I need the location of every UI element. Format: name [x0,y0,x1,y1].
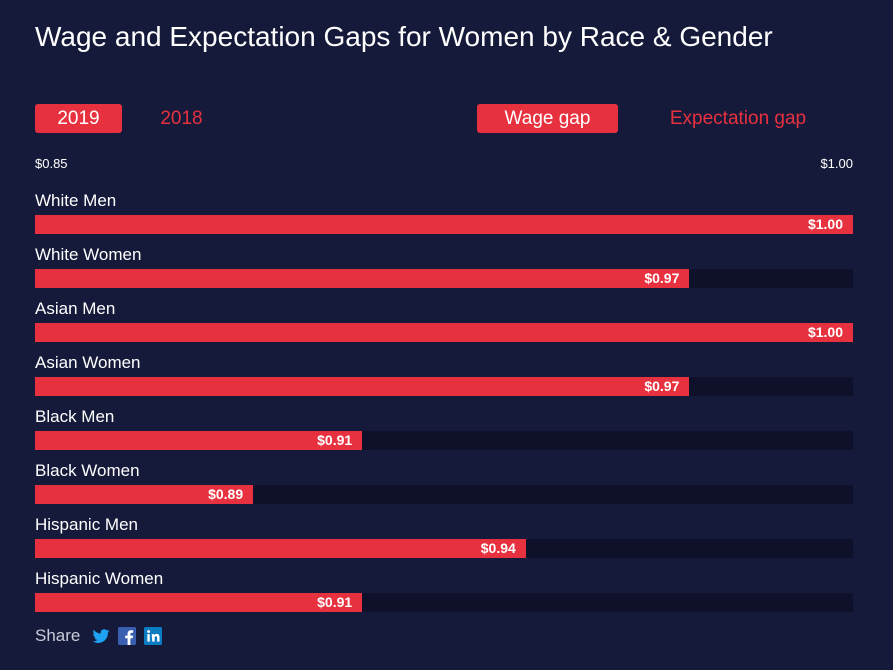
bar-value-label-hispanic-men: $0.94 [480,540,516,556]
bar-black-women: $0.89 [35,485,254,504]
bar-track-white-men: $1.00 [35,215,853,234]
bar-hispanic-women: $0.91 [35,593,363,612]
bar-asian-women: $0.97 [35,377,690,396]
bar-value-label-asian-women: $0.97 [644,378,680,394]
category-label-black-women: Black Women [35,461,140,480]
bar-value-label-black-men: $0.91 [317,432,353,448]
bar-white-women: $0.97 [35,269,690,288]
bar-track-asian-men: $1.00 [35,323,853,342]
bar-track-black-men: $0.91 [35,431,853,450]
share-bar: Share [35,624,170,648]
tab-2019[interactable]: 2019 [35,104,122,133]
bar-hispanic-men: $0.94 [35,539,526,558]
bar-asian-men: $1.00 [35,323,853,342]
chart-title: Wage and Expectation Gaps for Women by R… [35,21,773,52]
bar-track-black-women: $0.89 [35,485,853,504]
bar-track-hispanic-women: $0.91 [35,593,853,612]
share-label: Share [35,626,81,645]
bar-value-label-white-men: $1.00 [807,216,843,232]
axis-min-label: $0.85 [35,156,68,171]
bar-value-label-hispanic-women: $0.91 [317,594,353,610]
bar-track-white-women: $0.97 [35,269,853,288]
category-label-white-women: White Women [35,245,142,264]
bar-value-label-white-women: $0.97 [644,270,680,286]
bar-value-label-black-women: $0.89 [208,486,244,502]
category-label-hispanic-women: Hispanic Women [35,569,164,588]
bar-track-hispanic-men: $0.94 [35,539,853,558]
linkedin-icon[interactable] [144,627,163,645]
bar-track-asian-women: $0.97 [35,377,853,396]
axis-max-label: $1.00 [820,156,853,171]
bar-black-men: $0.91 [35,431,363,450]
category-label-hispanic-men: Hispanic Men [35,515,138,534]
facebook-icon[interactable] [118,627,137,645]
bar-white-men: $1.00 [35,215,853,234]
tab-bar: 2019 2018 Wage gap Expectation gap [0,104,893,134]
twitter-icon[interactable] [92,627,110,645]
category-label-white-men: White Men [35,191,117,210]
tab-wage-gap[interactable]: Wage gap [477,104,618,133]
category-label-asian-women: Asian Women [35,353,141,372]
category-label-asian-men: Asian Men [35,299,116,318]
tab-2018[interactable]: 2018 [138,104,225,133]
bar-value-label-asian-men: $1.00 [807,324,843,340]
category-label-black-men: Black Men [35,407,115,426]
tab-expectation-gap[interactable]: Expectation gap [640,104,836,133]
